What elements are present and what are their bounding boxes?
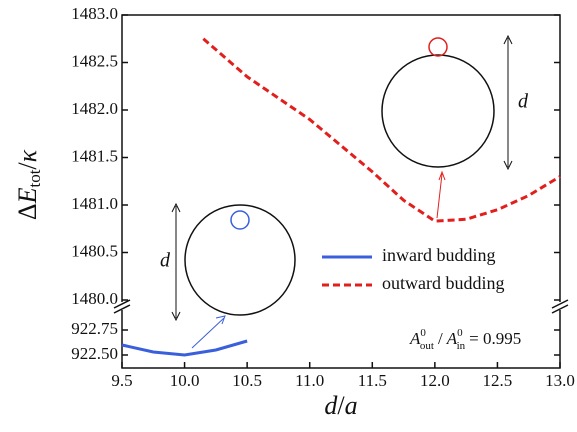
y-title-part: tot <box>25 169 44 187</box>
y-title-part: / <box>13 162 42 170</box>
annotation-part: out <box>420 340 434 352</box>
pointer <box>191 317 225 349</box>
x-tick-label: 12.0 <box>420 371 450 390</box>
annotation-part: A <box>446 329 458 348</box>
x-tick-label: 9.5 <box>111 371 132 390</box>
axis-break <box>551 299 569 309</box>
annotation-part: in <box>457 340 466 352</box>
pointer <box>436 173 443 219</box>
annotation-part: 0 <box>420 327 426 339</box>
inset-label: d <box>518 91 529 113</box>
y-tick-label: 922.50 <box>71 344 118 363</box>
arrowhead <box>215 315 226 325</box>
inset-label: d <box>160 250 171 272</box>
frame <box>113 14 569 369</box>
y-title-part: E <box>13 187 42 204</box>
y-axis-title: ΔEtot/κ <box>13 149 44 220</box>
y-tick-label: 1481.0 <box>71 194 118 213</box>
y-tick-label: 1482.5 <box>71 51 118 70</box>
vesicle <box>184 204 296 316</box>
bud <box>428 37 448 57</box>
x-tick-label: 11.0 <box>295 371 324 390</box>
annotation-part: 0 <box>457 327 463 339</box>
x-tick-label: 10.5 <box>232 371 262 390</box>
y-tick-label: 1480.0 <box>71 289 118 308</box>
y-tick-label: 1482.0 <box>71 99 118 118</box>
annotation-part: = 0.995 <box>469 329 521 348</box>
x-tick-label: 12.5 <box>483 371 513 390</box>
series-line <box>121 339 248 357</box>
lower-frame <box>121 310 561 369</box>
vesicle <box>381 54 495 168</box>
axis-break <box>551 304 569 314</box>
axis-break <box>113 299 131 309</box>
x-tick-label: 11.5 <box>358 371 387 390</box>
y-title-part: κ <box>13 149 42 162</box>
y-tick-label: 1481.5 <box>71 146 118 165</box>
x-tick-label: 10.0 <box>170 371 200 390</box>
annotation-part: A <box>409 329 421 348</box>
x-title-part: d <box>324 391 338 420</box>
x-axis-title: d/a <box>324 391 357 420</box>
bud <box>230 210 250 230</box>
legend-label: outward budding <box>382 273 504 293</box>
insets <box>171 34 513 349</box>
axis-break <box>113 304 131 314</box>
x-tick-label: 13.0 <box>545 371 575 390</box>
annotation-part: / <box>438 329 443 348</box>
y-title-part: Δ <box>13 203 42 220</box>
arrowheads <box>171 202 181 322</box>
annotation: A0 out / A0 in = 0.995 <box>409 327 521 352</box>
legend-label: inward budding <box>382 245 495 265</box>
x-title-part: / <box>337 391 345 420</box>
x-title-part: a <box>345 391 358 420</box>
y-tick-label: 922.75 <box>71 319 118 338</box>
upper-frame <box>121 14 561 302</box>
y-tick-label: 1480.5 <box>71 241 118 260</box>
arrowhead <box>438 170 446 181</box>
series-line <box>202 37 561 223</box>
y-tick-label: 1483.0 <box>71 4 118 23</box>
arrowheads <box>503 34 513 171</box>
